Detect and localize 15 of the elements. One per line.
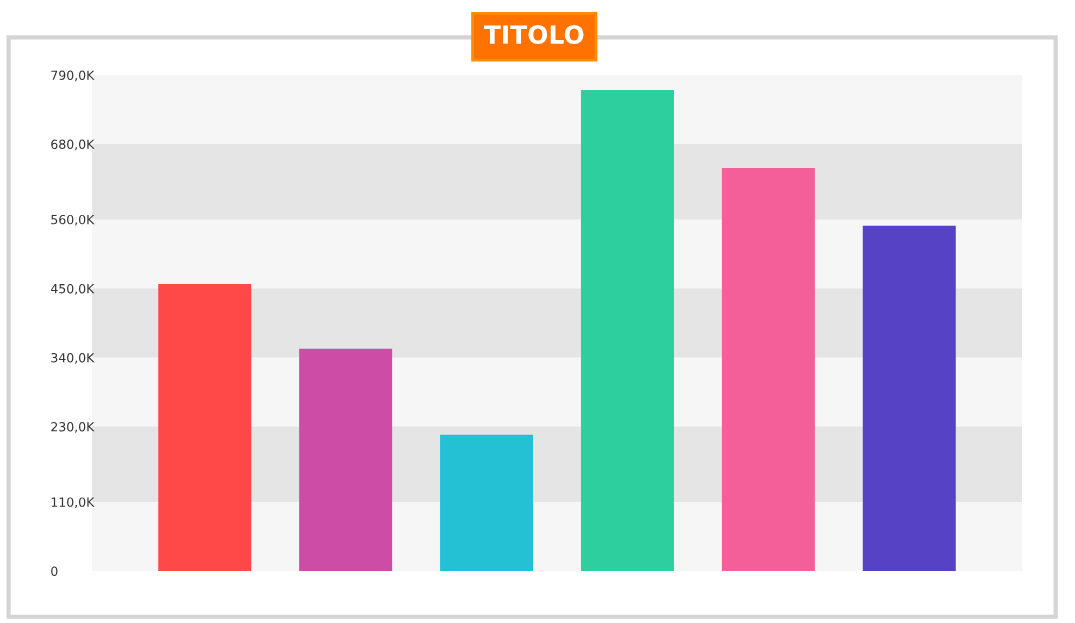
bar — [440, 434, 534, 571]
y-tick-label: 680,0K — [51, 139, 95, 151]
y-tick-label: 340,0K — [51, 353, 95, 364]
y-tick-label: 450,0K — [50, 283, 95, 295]
y-tick-label: 0 — [51, 566, 58, 576]
chart-title: TITOLO — [483, 25, 584, 45]
y-tick-label: 790,0K — [51, 70, 95, 82]
bar — [158, 284, 252, 571]
bar — [299, 348, 393, 571]
y-tick-label: 110,0K — [51, 497, 95, 509]
bar — [721, 167, 815, 571]
y-tick-label: 560,0K — [51, 214, 95, 226]
bar — [862, 225, 956, 571]
bar — [580, 90, 674, 571]
y-tick-label: 230,0K — [51, 422, 95, 433]
